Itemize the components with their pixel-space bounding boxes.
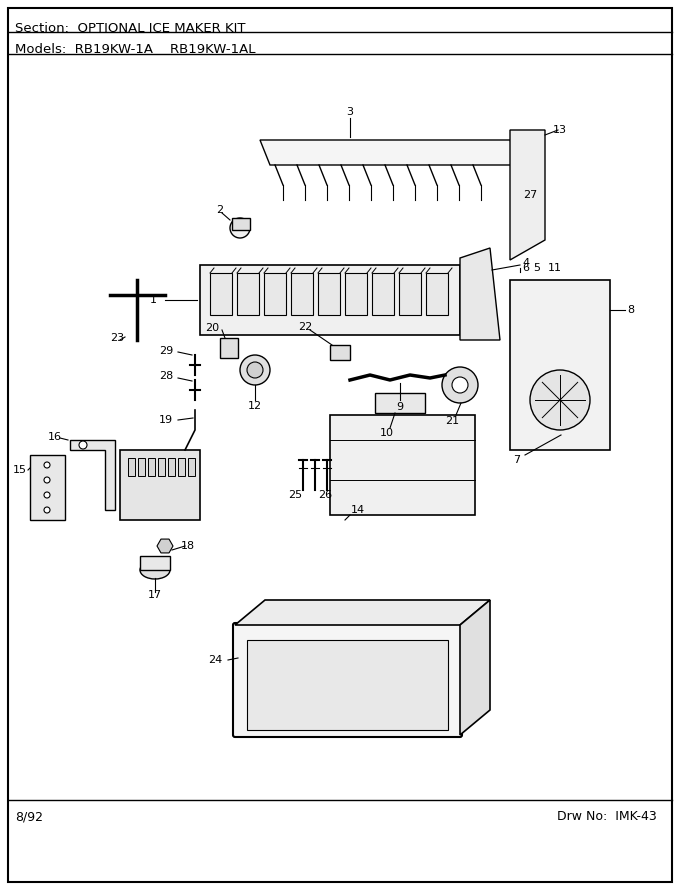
- Circle shape: [44, 462, 50, 468]
- Bar: [158, 458, 165, 476]
- Bar: [330, 415, 475, 515]
- Bar: [237, 273, 259, 315]
- Bar: [168, 458, 175, 476]
- Polygon shape: [235, 600, 490, 625]
- Circle shape: [44, 492, 50, 498]
- Text: 24: 24: [208, 655, 222, 665]
- Text: 12: 12: [248, 401, 262, 411]
- Circle shape: [230, 218, 250, 238]
- Text: 21: 21: [445, 416, 459, 426]
- Bar: [210, 273, 232, 315]
- Bar: [220, 338, 238, 358]
- Circle shape: [44, 477, 50, 483]
- Bar: [128, 458, 135, 476]
- Text: 16: 16: [48, 432, 62, 442]
- Circle shape: [247, 362, 263, 378]
- Text: 29: 29: [158, 346, 173, 356]
- Bar: [330, 345, 350, 360]
- Text: 15: 15: [13, 465, 27, 475]
- Polygon shape: [70, 440, 115, 510]
- Text: 2: 2: [216, 205, 224, 215]
- Circle shape: [44, 507, 50, 513]
- Bar: [426, 273, 448, 315]
- Bar: [200, 265, 460, 335]
- FancyBboxPatch shape: [233, 623, 462, 737]
- Text: 17: 17: [148, 590, 162, 600]
- Polygon shape: [157, 539, 173, 553]
- Text: Models:  RB19KW-1A    RB19KW-1AL: Models: RB19KW-1A RB19KW-1AL: [15, 43, 256, 56]
- Bar: [510, 280, 610, 450]
- Bar: [318, 273, 340, 315]
- Circle shape: [452, 377, 468, 393]
- Polygon shape: [460, 248, 500, 340]
- Bar: [345, 273, 367, 315]
- Bar: [138, 458, 145, 476]
- Polygon shape: [460, 600, 490, 735]
- Text: 8/92: 8/92: [15, 810, 43, 823]
- Circle shape: [79, 441, 87, 449]
- Text: 25: 25: [288, 490, 302, 500]
- Text: 22: 22: [298, 322, 312, 332]
- Bar: [291, 273, 313, 315]
- Text: 5: 5: [534, 263, 541, 273]
- Text: 8: 8: [628, 305, 634, 315]
- Text: Drw No:  IMK-43: Drw No: IMK-43: [557, 810, 657, 823]
- Text: 4: 4: [522, 258, 530, 268]
- Text: 13: 13: [553, 125, 567, 135]
- Text: 14: 14: [351, 505, 365, 515]
- Bar: [399, 273, 421, 315]
- Text: 1: 1: [150, 295, 157, 305]
- Text: 11: 11: [548, 263, 562, 273]
- Polygon shape: [510, 130, 545, 260]
- Circle shape: [530, 370, 590, 430]
- Bar: [120, 450, 200, 520]
- Bar: [30, 455, 65, 520]
- Text: 20: 20: [205, 323, 219, 333]
- Bar: [372, 273, 394, 315]
- Text: 28: 28: [158, 371, 173, 381]
- Polygon shape: [247, 640, 448, 730]
- Text: 26: 26: [318, 490, 332, 500]
- Text: 7: 7: [513, 455, 520, 465]
- Text: 18: 18: [181, 541, 195, 551]
- Text: 9: 9: [396, 402, 403, 412]
- Circle shape: [442, 367, 478, 403]
- Text: 23: 23: [110, 333, 124, 343]
- Text: 19: 19: [159, 415, 173, 425]
- Circle shape: [240, 355, 270, 385]
- Bar: [148, 458, 155, 476]
- Ellipse shape: [140, 561, 170, 579]
- Bar: [232, 218, 250, 230]
- Polygon shape: [260, 140, 520, 165]
- Text: 10: 10: [380, 428, 394, 438]
- Text: Section:  OPTIONAL ICE MAKER KIT: Section: OPTIONAL ICE MAKER KIT: [15, 22, 245, 35]
- Text: 27: 27: [523, 190, 537, 200]
- Bar: [188, 458, 195, 476]
- Bar: [264, 273, 286, 315]
- Text: 6: 6: [522, 263, 530, 273]
- Text: 3: 3: [347, 107, 354, 117]
- Bar: [375, 393, 425, 413]
- Bar: [140, 556, 170, 570]
- Bar: [178, 458, 185, 476]
